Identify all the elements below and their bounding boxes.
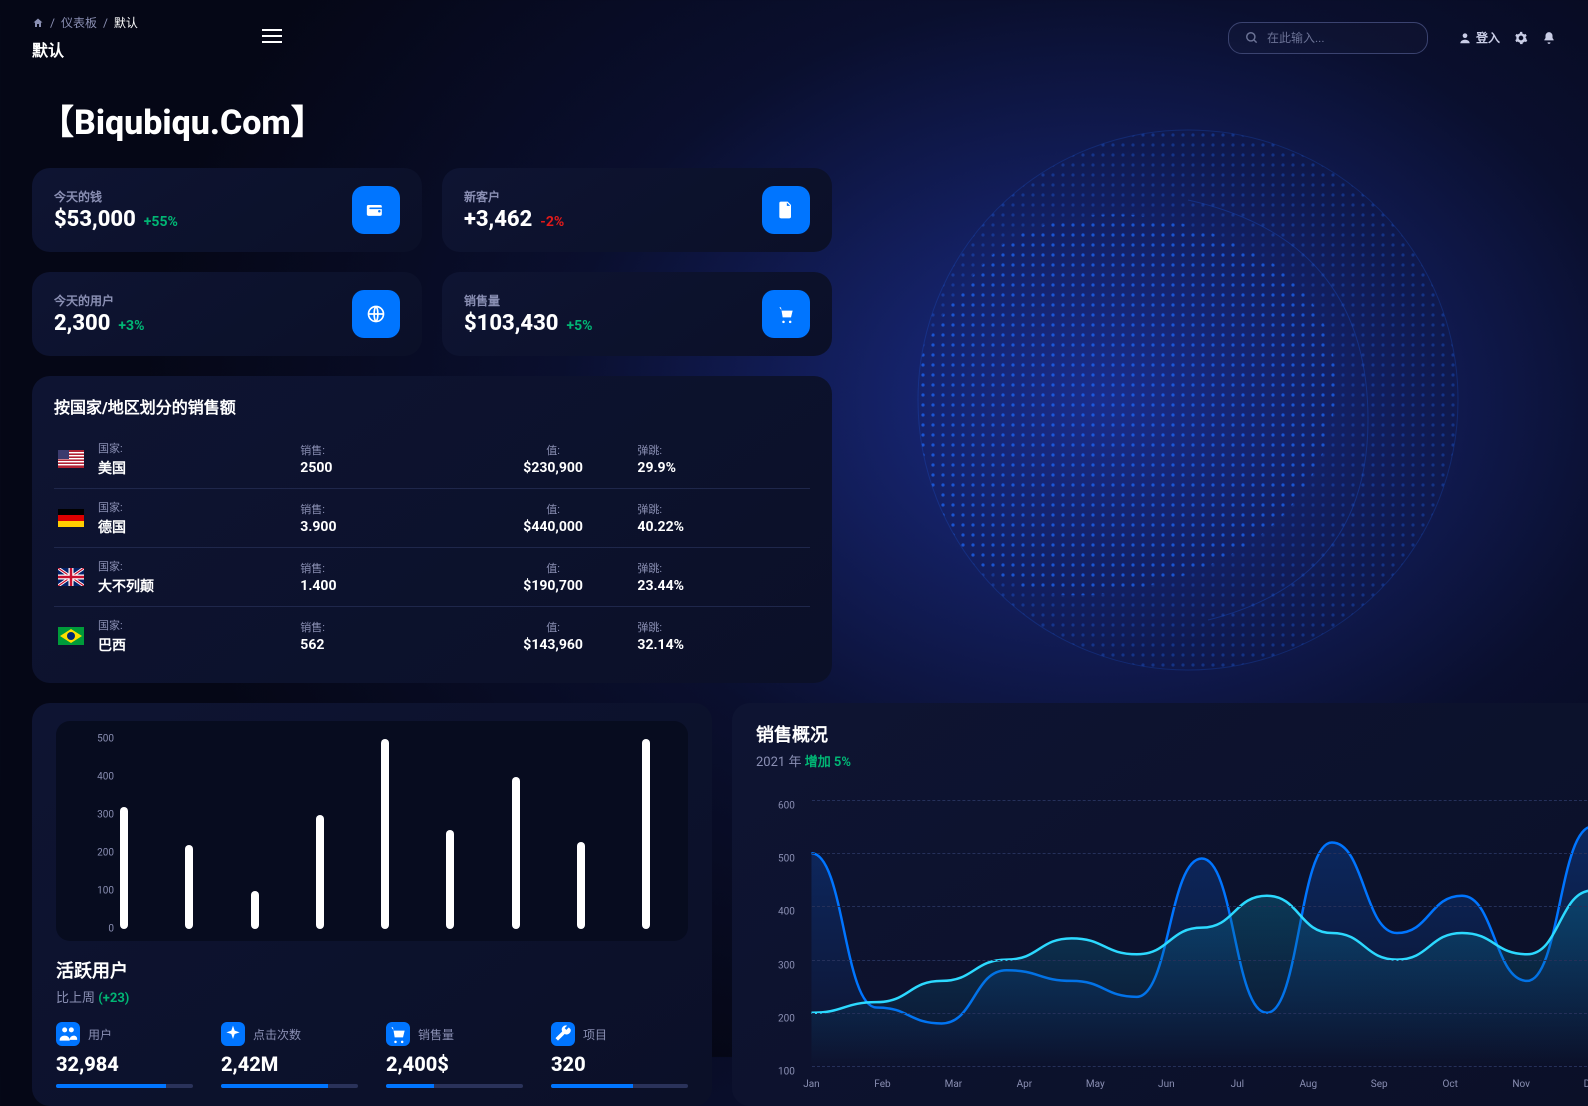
kpi-label: 销售量 <box>464 292 593 309</box>
kpi-value: $103,430+5% <box>464 311 593 336</box>
kpi-card-1: 新客户 +3,462-2% <box>442 168 832 252</box>
sales-overview-title: 销售概况 <box>756 721 1588 747</box>
bar <box>642 739 650 929</box>
kpi-value: +3,462-2% <box>464 207 564 232</box>
search-icon <box>1245 31 1259 45</box>
area-chart: 100200300400500600JanFebMarAprMayJunJulA… <box>756 790 1588 1090</box>
bar <box>577 842 585 929</box>
bar <box>120 807 128 929</box>
active-users-subtitle: 比上周 (+23) <box>56 987 688 1006</box>
kpi-delta: -2% <box>540 214 564 230</box>
flag-us-icon <box>58 450 84 468</box>
flag-de-icon <box>58 509 84 527</box>
kpi-card-3: 销售量 $103,430+5% <box>442 272 832 356</box>
country-row: 国家:巴西销售:562值:$143,960弹跳:32.14% <box>54 606 810 665</box>
bar <box>185 845 193 929</box>
bar-chart: 0100200300400500 <box>56 721 688 941</box>
breadcrumb-parent[interactable]: 仪表板 <box>61 14 97 31</box>
bell-icon[interactable] <box>1542 31 1556 45</box>
metric-wrench: 项目320 <box>551 1022 688 1088</box>
breadcrumb-current: 默认 <box>114 14 138 31</box>
metric-progress <box>551 1084 688 1088</box>
kpi-card-0: 今天的钱 $53,000+55% <box>32 168 422 252</box>
country-row: 国家:美国销售:2500值:$230,900弹跳:29.9% <box>54 430 810 488</box>
kpi-label: 今天的用户 <box>54 292 144 309</box>
metric-cart: 销售量2,400$ <box>386 1022 523 1088</box>
breadcrumb: / 仪表板 / 默认 <box>32 14 138 31</box>
search-input[interactable] <box>1267 31 1411 45</box>
kpi-card-2: 今天的用户 2,300+3% <box>32 272 422 356</box>
wallet-icon <box>352 186 400 234</box>
menu-toggle[interactable] <box>262 28 282 47</box>
kpi-delta: +55% <box>144 214 178 230</box>
metric-value: 2,400$ <box>386 1052 523 1076</box>
kpi-value: $53,000+55% <box>54 207 178 232</box>
bar <box>446 830 454 929</box>
login-link[interactable]: 登入 <box>1458 29 1500 46</box>
document-icon <box>762 186 810 234</box>
kpi-value: 2,300+3% <box>54 311 144 336</box>
kpi-label: 今天的钱 <box>54 188 178 205</box>
sales-overview-card: 销售概况 2021 年 增加 5% 100200300400500600JanF… <box>732 703 1588 1106</box>
kpi-label: 新客户 <box>464 188 564 205</box>
bar <box>512 777 520 929</box>
country-row: 国家:大不列颠销售:1.400值:$190,700弹跳:23.44% <box>54 547 810 606</box>
page-title: 默认 <box>32 37 138 61</box>
wrench-icon <box>551 1022 575 1046</box>
flag-br-icon <box>58 627 84 645</box>
flag-gb-icon <box>58 568 84 586</box>
cart-icon <box>762 290 810 338</box>
globe-icon <box>352 290 400 338</box>
click-icon <box>221 1022 245 1046</box>
metric-click: 点击次数2,42M <box>221 1022 358 1088</box>
cart-icon <box>386 1022 410 1046</box>
metric-users: 用户32,984 <box>56 1022 193 1088</box>
bar <box>381 739 389 929</box>
kpi-delta: +5% <box>566 318 592 334</box>
sales-by-country-title: 按国家/地区划分的销售额 <box>54 394 810 418</box>
home-icon[interactable] <box>32 17 44 29</box>
metric-value: 32,984 <box>56 1052 193 1076</box>
kpi-delta: +3% <box>118 318 144 334</box>
metric-value: 320 <box>551 1052 688 1076</box>
gear-icon[interactable] <box>1514 31 1528 45</box>
users-icon <box>56 1022 80 1046</box>
active-users-card: 0100200300400500 活跃用户 比上周 (+23) 用户32,984… <box>32 703 712 1106</box>
bar <box>316 815 324 929</box>
sales-by-country-card: 按国家/地区划分的销售额 国家:美国销售:2500值:$230,900弹跳:29… <box>32 376 832 683</box>
metric-progress <box>56 1084 193 1088</box>
bar <box>251 891 259 929</box>
sales-overview-subtitle: 2021 年 增加 5% <box>756 751 1588 770</box>
metric-progress <box>221 1084 358 1088</box>
country-row: 国家:德国销售:3.900值:$440,000弹跳:40.22% <box>54 488 810 547</box>
active-users-title: 活跃用户 <box>56 957 688 983</box>
metric-value: 2,42M <box>221 1052 358 1076</box>
search-box[interactable] <box>1228 22 1428 54</box>
brand-title: 【Biqubiqu.Com】 <box>40 95 1588 144</box>
user-icon <box>1458 31 1472 45</box>
metric-progress <box>386 1084 523 1088</box>
